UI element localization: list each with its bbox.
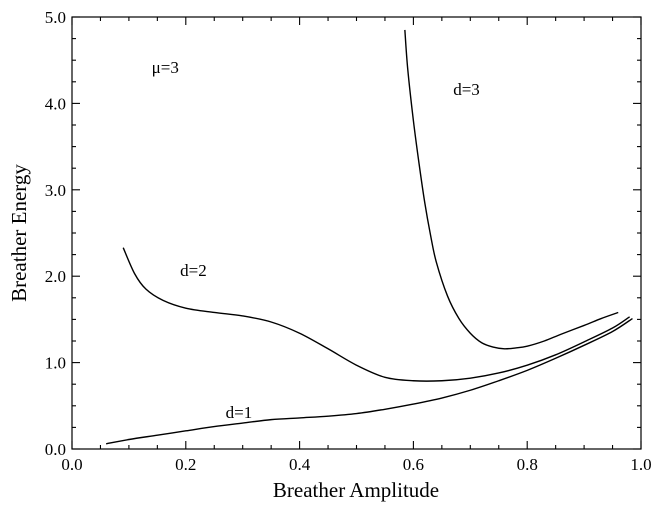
curve-label: d=1	[226, 403, 253, 422]
y-tick-label: 4.0	[45, 94, 66, 113]
y-tick-label: 1.0	[45, 354, 66, 373]
curves	[106, 29, 633, 445]
x-tick-label: 0.2	[175, 455, 196, 474]
curve-d-3	[404, 29, 619, 350]
curve-label: d=2	[180, 261, 207, 280]
y-tick-label: 2.0	[45, 267, 66, 286]
curve-d-1	[106, 317, 633, 445]
y-tick-label: 0.0	[45, 440, 66, 459]
axis-ticks: 0.0 0.2 0.4 0.6 0.8 1.0 0.0 1.0 2.0 3.0 4.0 5.0	[45, 8, 652, 474]
x-tick-label: 1.0	[630, 455, 651, 474]
curve-d-2	[122, 247, 631, 382]
mu-annotation: μ=3	[152, 58, 179, 77]
y-tick-label: 5.0	[45, 8, 66, 27]
curve-labels: d=1 d=2 d=3	[180, 80, 480, 422]
x-tick-label: 0.6	[403, 455, 424, 474]
curve-label: d=3	[453, 80, 480, 99]
y-tick-label: 3.0	[45, 181, 66, 200]
x-tick-label: 0.0	[61, 455, 82, 474]
x-tick-label: 0.4	[289, 455, 311, 474]
plot-frame	[71, 16, 642, 450]
x-axis-label: Breather Amplitude	[273, 478, 439, 502]
y-axis-label: Breather Energy	[7, 164, 31, 302]
x-tick-label: 0.8	[517, 455, 538, 474]
